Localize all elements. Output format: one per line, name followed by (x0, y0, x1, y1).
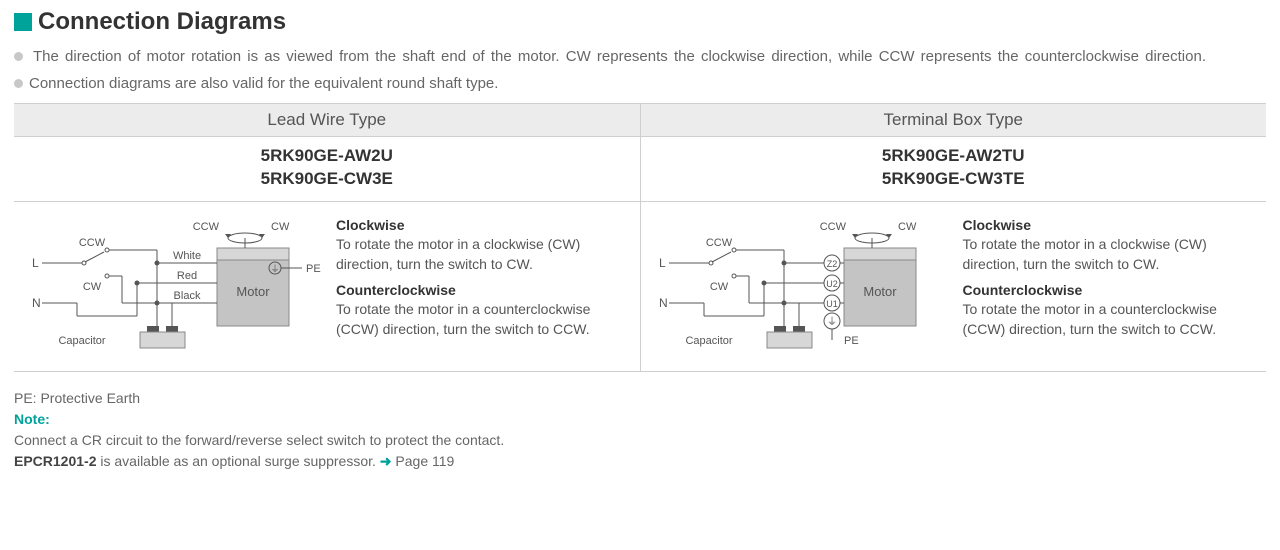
svg-text:CCW: CCW (819, 221, 846, 233)
wiring-diagram-terminal-box: Motor CCW CW Z2 U2 (649, 208, 949, 361)
svg-text:CCW: CCW (193, 221, 220, 233)
svg-text:N: N (32, 296, 41, 310)
ccw-heading: Counterclockwise (336, 281, 632, 301)
ccw-text: To rotate the motor in a counterclockwis… (336, 300, 632, 339)
svg-text:CW: CW (83, 281, 102, 293)
svg-text:U1: U1 (826, 299, 838, 309)
svg-text:⏚: ⏚ (270, 264, 279, 274)
cw-text: To rotate the motor in a clockwise (CW) … (963, 235, 1259, 274)
pe-definition: PE: Protective Earth (14, 388, 1266, 409)
svg-text:CCW: CCW (79, 237, 106, 249)
svg-text:L: L (659, 256, 666, 270)
section-title: Connection Diagrams (14, 8, 1266, 36)
svg-text:CW: CW (271, 221, 290, 233)
page-reference: Page 119 (395, 453, 454, 469)
col-header-left: Lead Wire Type (14, 104, 640, 137)
svg-text:Red: Red (177, 270, 197, 282)
svg-text:L: L (32, 256, 39, 270)
arrow-icon: ➜ (380, 453, 396, 469)
bullet-text: Connection diagrams are also valid for t… (29, 73, 1266, 96)
table-model-row: 5RK90GE-AW2U 5RK90GE-CW3E 5RK90GE-AW2TU … (14, 137, 1266, 202)
note-text: Connect a CR circuit to the forward/reve… (14, 430, 1266, 451)
svg-text:Motor: Motor (863, 284, 897, 299)
bullet-icon (14, 79, 23, 88)
table-diagram-row: Motor CCW CW ⏚ PE (14, 201, 1266, 371)
footer-notes: PE: Protective Earth Note: Connect a CR … (14, 388, 1266, 472)
model-number: 5RK90GE-CW3TE (882, 169, 1025, 188)
svg-text:PE: PE (844, 335, 859, 347)
table-header-row: Lead Wire Type Terminal Box Type (14, 104, 1266, 137)
svg-text:N: N (659, 296, 668, 310)
title-text: Connection Diagrams (38, 8, 286, 36)
svg-text:Capacitor: Capacitor (685, 335, 732, 347)
surge-suppressor-note: EPCR1201-2 is available as an optional s… (14, 451, 1266, 472)
svg-text:White: White (173, 250, 201, 262)
ccw-text: To rotate the motor in a counterclockwis… (963, 300, 1259, 339)
svg-text:PE: PE (306, 263, 321, 275)
svg-text:U2: U2 (826, 279, 838, 289)
svg-text:Black: Black (174, 290, 201, 302)
rotation-description: Clockwise To rotate the motor in a clock… (963, 208, 1259, 340)
diagram-table: Lead Wire Type Terminal Box Type 5RK90GE… (14, 103, 1266, 372)
svg-text:Capacitor: Capacitor (58, 335, 105, 347)
bullet-item: The direction of motor rotation is as vi… (14, 46, 1266, 69)
bullet-icon (14, 52, 23, 61)
svg-text:Motor: Motor (236, 284, 270, 299)
model-number: 5RK90GE-AW2U (261, 146, 393, 165)
title-square-icon (14, 13, 32, 31)
rotation-description: Clockwise To rotate the motor in a clock… (336, 208, 632, 340)
models-right: 5RK90GE-AW2TU 5RK90GE-CW3TE (640, 137, 1266, 202)
bullet-item: Connection diagrams are also valid for t… (14, 73, 1266, 96)
note-label: Note: (14, 409, 1266, 430)
product-code: EPCR1201-2 (14, 453, 97, 469)
bullet-text: The direction of motor rotation is as vi… (29, 46, 1266, 69)
cw-heading: Clockwise (963, 216, 1259, 236)
svg-text:CW: CW (709, 281, 728, 293)
svg-text:⏚: ⏚ (827, 316, 837, 328)
model-number: 5RK90GE-AW2TU (882, 146, 1025, 165)
cw-heading: Clockwise (336, 216, 632, 236)
svg-text:CW: CW (898, 221, 917, 233)
diagram-cell-left: Motor CCW CW ⏚ PE (14, 201, 640, 371)
ccw-heading: Counterclockwise (963, 281, 1259, 301)
model-number: 5RK90GE-CW3E (261, 169, 393, 188)
diagram-cell-right: Motor CCW CW Z2 U2 (640, 201, 1266, 371)
svg-text:CCW: CCW (705, 237, 732, 249)
col-header-right: Terminal Box Type (640, 104, 1266, 137)
svg-text:Z2: Z2 (826, 259, 837, 269)
cw-text: To rotate the motor in a clockwise (CW) … (336, 235, 632, 274)
wiring-diagram-lead-wire: Motor CCW CW ⏚ PE (22, 208, 322, 361)
models-left: 5RK90GE-AW2U 5RK90GE-CW3E (14, 137, 640, 202)
surge-text: is available as an optional surge suppre… (97, 453, 380, 469)
